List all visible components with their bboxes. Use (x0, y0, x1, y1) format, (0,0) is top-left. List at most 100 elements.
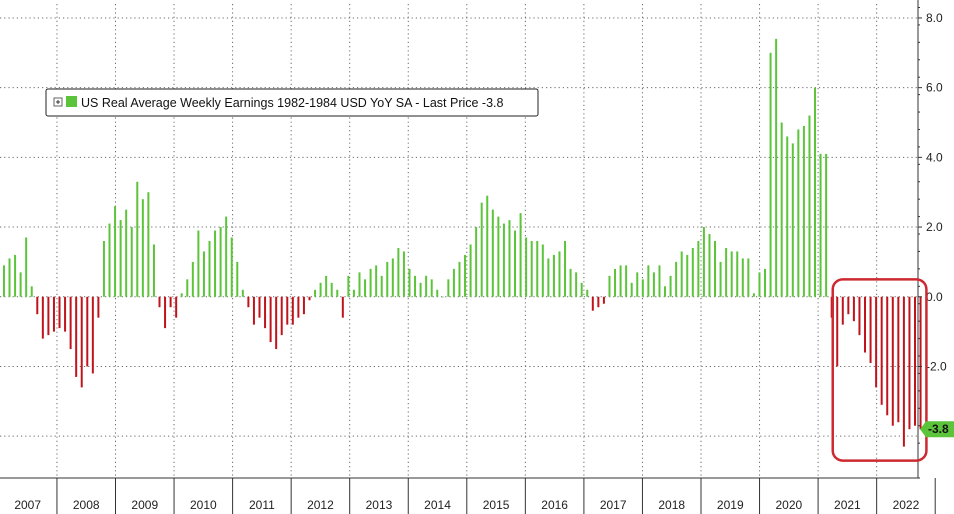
bar (769, 52, 772, 297)
bar (69, 296, 72, 350)
x-tick-label: 2011 (249, 498, 275, 512)
bar (891, 296, 894, 426)
bar (619, 265, 622, 297)
bar (636, 272, 639, 297)
highlight-box (831, 278, 928, 462)
bar (719, 261, 722, 297)
bar (164, 296, 167, 329)
bar (330, 282, 333, 297)
bar (669, 275, 672, 297)
bar (458, 261, 461, 297)
bar (575, 272, 578, 297)
bar (41, 296, 44, 339)
bar (141, 199, 144, 297)
bar (208, 241, 211, 297)
bar (214, 230, 217, 297)
x-tick-label: 2016 (541, 498, 568, 512)
bar (847, 296, 850, 315)
x-tick-label: 2008 (73, 498, 100, 512)
bar (502, 223, 505, 297)
x-tick-label: 2017 (600, 498, 627, 512)
legend-swatch (66, 96, 77, 107)
bar (8, 258, 11, 297)
x-tick-label: 2012 (307, 498, 334, 512)
bar (797, 129, 800, 297)
bar (897, 296, 900, 423)
bar (519, 213, 522, 297)
x-tick-label: 2014 (424, 498, 451, 512)
bar (341, 296, 344, 318)
y-tick-label: 6.0 (926, 81, 943, 95)
bar (775, 38, 778, 297)
bar (836, 296, 839, 367)
bar (408, 268, 411, 297)
bar (202, 251, 205, 297)
last-price-label: -3.8 (928, 422, 949, 436)
bar (625, 265, 628, 297)
bar (908, 296, 911, 430)
bar (86, 296, 89, 367)
bar (691, 247, 694, 297)
bar (275, 296, 278, 350)
x-tick-label: 2013 (366, 498, 393, 512)
bar (430, 279, 433, 297)
bar (19, 272, 22, 297)
bar (602, 296, 605, 304)
bar (225, 216, 228, 297)
bar (886, 296, 889, 416)
bar (808, 115, 811, 297)
bar (236, 261, 239, 297)
legend-box (45, 88, 539, 117)
bar (802, 125, 805, 297)
bar (380, 275, 383, 297)
bar (758, 272, 761, 297)
x-tick-label: 2020 (775, 498, 802, 512)
x-axis: 2007 2008 2009 2010 2011 2012 2013 2014 2015 2016… (0, 477, 936, 514)
bar (447, 279, 450, 297)
bar (702, 227, 705, 297)
bar (75, 296, 78, 377)
bar (497, 216, 500, 297)
bar (219, 227, 222, 297)
y-axis-ticks: 8.0 6.0 4.0 2.0 0.0 -2.0 (918, 6, 947, 479)
bar (391, 258, 394, 297)
bar (319, 282, 322, 297)
bar (564, 241, 567, 297)
bar (464, 254, 467, 297)
bar (386, 261, 389, 297)
x-tick-label: 2010 (190, 498, 217, 512)
bar (297, 296, 300, 318)
bar (647, 265, 650, 297)
bar (230, 237, 233, 297)
bar (569, 268, 572, 297)
bar (591, 296, 594, 311)
bar (841, 296, 844, 325)
bar (708, 234, 711, 297)
bar (264, 296, 267, 329)
bar (302, 296, 305, 315)
bar (175, 296, 178, 318)
bar (441, 296, 444, 298)
bar (491, 209, 494, 297)
bar (686, 254, 689, 297)
bar (736, 251, 739, 297)
bar (375, 265, 378, 297)
y-tick-label: 2.0 (926, 220, 943, 234)
x-tick-label: 2015 (483, 498, 510, 512)
bar (919, 296, 922, 430)
bar (747, 258, 750, 297)
bar (108, 223, 111, 297)
bar (186, 279, 189, 297)
legend-label: US Real Average Weekly Earnings 1982-198… (81, 96, 504, 110)
bar (314, 289, 317, 297)
bar (764, 268, 767, 297)
bar (291, 296, 294, 325)
bar (914, 296, 917, 426)
bar (597, 296, 600, 308)
bar (80, 296, 83, 388)
bar (52, 296, 55, 332)
x-tick-label: 2021 (834, 498, 861, 512)
x-tick-label: 2022 (893, 498, 920, 512)
bar (258, 296, 261, 318)
